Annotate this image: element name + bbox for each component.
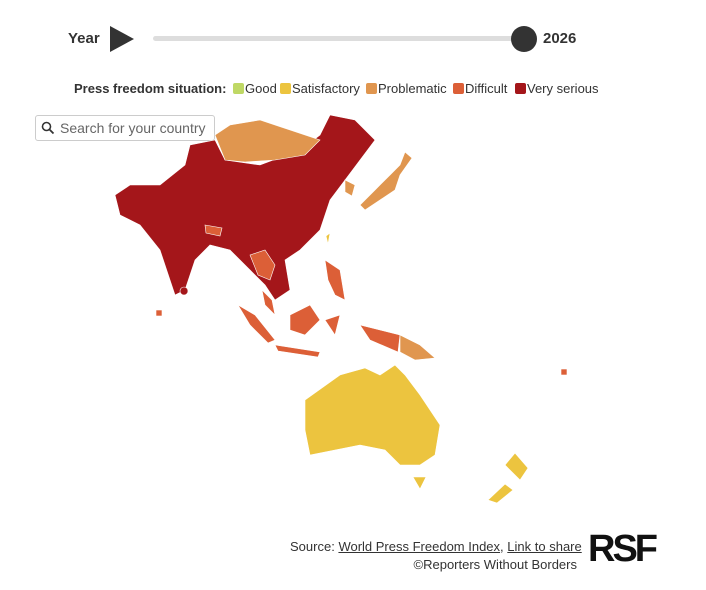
country[interactable] xyxy=(325,232,331,245)
legend-title: Press freedom situation: xyxy=(74,81,227,96)
country[interactable] xyxy=(304,364,441,466)
country[interactable] xyxy=(399,334,436,361)
legend-swatch[interactable] xyxy=(233,83,244,94)
slider-knob[interactable] xyxy=(511,26,537,52)
source-link[interactable]: World Press Freedom Index xyxy=(338,539,501,554)
map xyxy=(114,114,568,504)
legend-swatch[interactable] xyxy=(280,83,291,94)
country[interactable] xyxy=(237,304,276,344)
play-button[interactable] xyxy=(110,26,134,52)
country[interactable] xyxy=(359,151,413,211)
legend-swatch[interactable] xyxy=(515,83,526,94)
country[interactable] xyxy=(324,314,341,336)
country[interactable] xyxy=(179,286,189,296)
search-box[interactable]: Search for your country xyxy=(35,115,215,141)
country[interactable] xyxy=(289,304,321,336)
country[interactable] xyxy=(359,324,401,353)
separator: , xyxy=(500,539,504,554)
search-placeholder: Search for your country xyxy=(60,120,206,136)
year-slider xyxy=(110,26,537,52)
country[interactable] xyxy=(560,368,568,376)
search-icon xyxy=(41,121,55,135)
logo: RSF xyxy=(588,528,658,570)
legend-label[interactable]: Very serious xyxy=(527,81,599,96)
country[interactable] xyxy=(214,119,321,163)
copyright: ©Reporters Without Borders xyxy=(413,557,577,572)
country[interactable] xyxy=(155,309,163,317)
country[interactable] xyxy=(114,114,376,301)
source-prefix: Source: xyxy=(290,539,335,554)
country[interactable] xyxy=(249,249,276,281)
country[interactable] xyxy=(261,289,276,316)
country[interactable] xyxy=(344,179,356,197)
country[interactable] xyxy=(504,452,529,481)
legend-label[interactable]: Satisfactory xyxy=(292,81,360,96)
legend-swatch[interactable] xyxy=(453,83,464,94)
country[interactable] xyxy=(204,224,223,237)
source-line: Source: World Press Freedom Index, Link … xyxy=(290,539,582,554)
legend-label[interactable]: Problematic xyxy=(378,81,447,96)
legend-swatch[interactable] xyxy=(366,83,377,94)
country[interactable] xyxy=(487,483,514,504)
legend-label[interactable]: Difficult xyxy=(465,81,508,96)
slider-track[interactable] xyxy=(153,36,525,41)
share-link[interactable]: Link to share xyxy=(507,539,582,554)
country[interactable] xyxy=(324,259,346,301)
country[interactable] xyxy=(274,344,321,358)
country[interactable] xyxy=(412,476,427,490)
legend-label[interactable]: Good xyxy=(245,81,277,96)
year-value: 2026 xyxy=(543,30,577,47)
year-label: Year xyxy=(68,30,100,47)
